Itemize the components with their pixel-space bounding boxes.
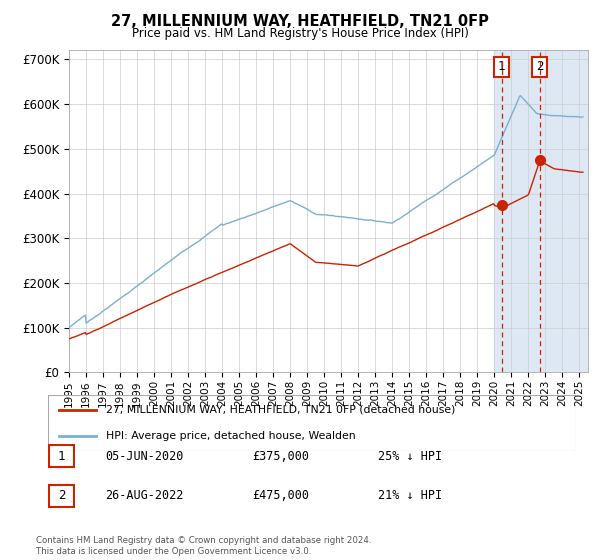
Text: £375,000: £375,000 bbox=[252, 450, 309, 463]
Text: Contains HM Land Registry data © Crown copyright and database right 2024.
This d: Contains HM Land Registry data © Crown c… bbox=[36, 536, 371, 556]
Text: Price paid vs. HM Land Registry's House Price Index (HPI): Price paid vs. HM Land Registry's House … bbox=[131, 27, 469, 40]
Text: 2: 2 bbox=[58, 489, 65, 502]
Text: 27, MILLENNIUM WAY, HEATHFIELD, TN21 0FP: 27, MILLENNIUM WAY, HEATHFIELD, TN21 0FP bbox=[111, 14, 489, 29]
Text: 26-AUG-2022: 26-AUG-2022 bbox=[105, 489, 184, 502]
Text: 2: 2 bbox=[536, 60, 544, 73]
Bar bbox=[494, 50, 588, 372]
Text: 27, MILLENNIUM WAY, HEATHFIELD, TN21 0FP (detached house): 27, MILLENNIUM WAY, HEATHFIELD, TN21 0FP… bbox=[106, 405, 455, 415]
Text: HPI: Average price, detached house, Wealden: HPI: Average price, detached house, Weal… bbox=[106, 431, 356, 441]
Text: 1: 1 bbox=[58, 450, 65, 463]
Text: 25% ↓ HPI: 25% ↓ HPI bbox=[378, 450, 442, 463]
Text: 1: 1 bbox=[498, 60, 505, 73]
Text: 21% ↓ HPI: 21% ↓ HPI bbox=[378, 489, 442, 502]
Text: £475,000: £475,000 bbox=[252, 489, 309, 502]
Text: 05-JUN-2020: 05-JUN-2020 bbox=[105, 450, 184, 463]
